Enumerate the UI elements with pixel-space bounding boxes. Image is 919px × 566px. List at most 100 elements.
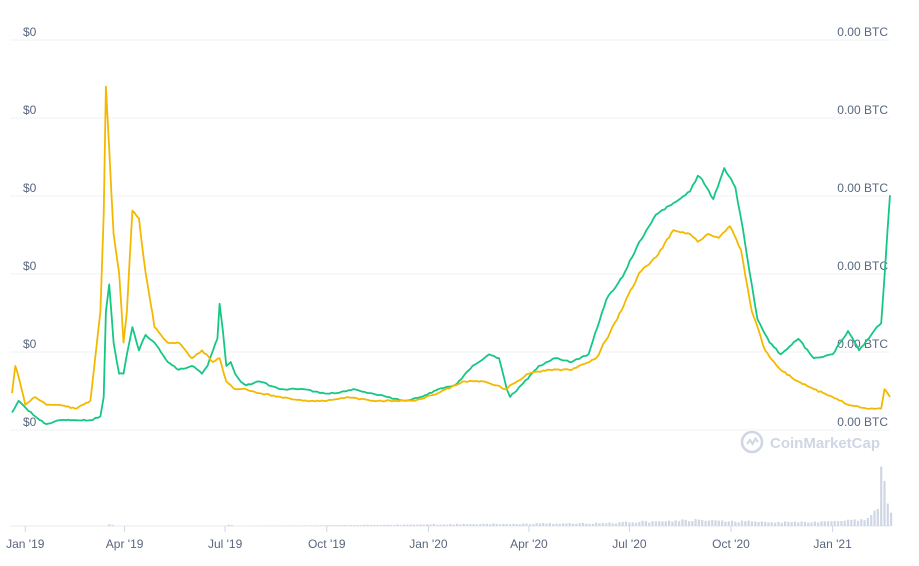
volume-bar	[330, 525, 333, 526]
volume-bar	[505, 523, 508, 526]
grid-lines	[10, 39, 890, 527]
volume-bar	[283, 525, 286, 526]
volume-bar	[485, 523, 488, 526]
series-line-price-btc	[11, 85, 891, 410]
volume-bar	[681, 519, 684, 526]
volume-bar	[343, 525, 346, 526]
volume-bar	[687, 521, 691, 526]
volume-bar	[843, 520, 846, 526]
volume-bar	[668, 520, 671, 526]
volume-bar	[538, 523, 541, 526]
volume-bar	[648, 522, 651, 526]
volume-bar	[111, 524, 114, 526]
x-tick-label: Jul '20	[612, 537, 647, 551]
volume-bar	[581, 522, 585, 526]
volume-bar	[376, 524, 379, 526]
volume-bar	[555, 523, 558, 526]
coinmarketcap-logo-icon	[740, 430, 764, 454]
volume-bar	[373, 524, 376, 526]
volume-bar	[386, 524, 389, 526]
volume-bar	[638, 521, 641, 526]
y-left-tick-label: $0	[23, 103, 37, 117]
y-right-tick-label: 0.00 BTC	[837, 259, 888, 273]
volume-bar	[671, 521, 674, 526]
volume-bar	[678, 521, 681, 526]
volume-bar	[803, 521, 807, 526]
volume-bar	[522, 523, 525, 526]
volume-bar	[419, 524, 422, 526]
volume-bar	[790, 522, 793, 526]
volume-bar	[827, 521, 830, 526]
volume-bar	[416, 524, 419, 526]
volume-bar	[439, 524, 442, 526]
volume-bar	[787, 521, 790, 526]
x-tick-label: Jul '19	[208, 537, 243, 551]
volume-bar	[840, 521, 843, 526]
volume-bar	[807, 522, 810, 526]
volume-bar	[747, 520, 750, 526]
volume-bar	[310, 525, 313, 526]
volume-bar	[876, 508, 879, 526]
volume-bar	[575, 523, 578, 526]
y-left-tick-label: $0	[23, 259, 37, 273]
volume-bar	[714, 520, 717, 526]
volume-bar	[770, 522, 773, 526]
volume-bar	[813, 521, 816, 526]
volume-bar	[870, 515, 873, 526]
volume-bar	[853, 519, 856, 526]
volume-bar	[833, 520, 836, 526]
volume-bar	[608, 522, 611, 526]
x-tick-label: Oct '20	[712, 537, 750, 551]
volume-bar	[469, 524, 472, 526]
volume-bar	[558, 523, 561, 526]
volume-bar	[711, 519, 714, 526]
volume-bar	[764, 521, 767, 526]
y-left-tick-label: $0	[23, 181, 37, 195]
volume-bar	[624, 521, 628, 526]
volume-bar	[303, 525, 306, 526]
volume-bar	[323, 525, 326, 526]
volume-bar	[651, 521, 654, 526]
volume-bar	[800, 521, 803, 526]
volume-bar	[432, 524, 435, 526]
y-right-tick-label: 0.00 BTC	[837, 415, 888, 429]
x-tick-label: Oct '19	[308, 537, 346, 551]
volume-bar	[528, 524, 532, 526]
volume-bars	[108, 466, 893, 526]
volume-bar	[823, 521, 826, 526]
volume-bar	[429, 524, 432, 526]
volume-bar	[740, 520, 744, 526]
volume-bar	[701, 520, 704, 526]
y-right-tick-label: 0.00 BTC	[837, 181, 888, 195]
volume-bar	[346, 525, 349, 526]
volume-bar	[873, 510, 876, 526]
volume-bar	[502, 523, 505, 526]
volume-bar	[326, 525, 329, 526]
volume-bar	[694, 519, 697, 526]
volume-bar	[426, 524, 429, 526]
volume-bar	[389, 524, 392, 526]
volume-bar	[846, 519, 850, 526]
volume-bar	[774, 522, 777, 526]
volume-bar	[780, 523, 783, 526]
volume-bar	[595, 522, 598, 526]
volume-bar	[479, 524, 482, 526]
volume-bar	[611, 523, 614, 526]
volume-bar	[296, 525, 300, 526]
volume-bar	[462, 523, 465, 526]
volume-bar	[578, 523, 581, 526]
volume-bar	[691, 521, 694, 526]
volume-bar	[886, 503, 889, 526]
volume-bar	[727, 521, 730, 526]
volume-bar	[552, 524, 555, 526]
volume-bar	[393, 525, 396, 526]
volume-bar	[383, 524, 386, 526]
volume-bar	[890, 512, 893, 526]
volume-bar	[601, 523, 604, 526]
volume-bar	[734, 521, 737, 526]
volume-bar	[568, 523, 571, 526]
volume-bar	[442, 524, 445, 526]
left-axis-labels: $0 $0 $0 $0 $0 $0	[23, 25, 37, 429]
volume-bar	[406, 524, 409, 526]
volume-bar	[737, 522, 740, 526]
